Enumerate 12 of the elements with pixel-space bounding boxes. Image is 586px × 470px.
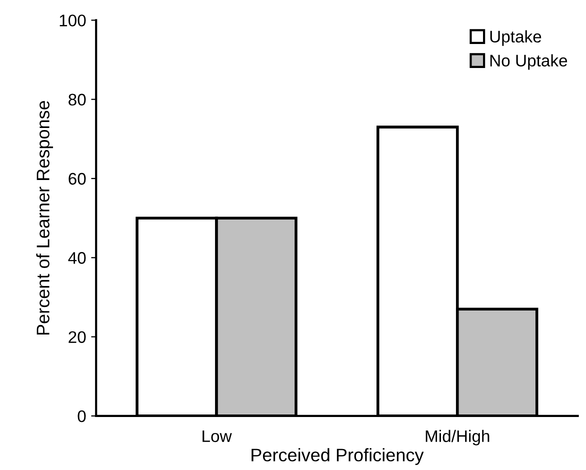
y-tick-label: 80 (68, 94, 86, 106)
x-tick-label: Low (202, 430, 232, 442)
x-tick-label: Mid/High (426, 430, 490, 446)
y-tick-label: 0 (78, 410, 86, 422)
y-tick-label: 60 (68, 172, 86, 185)
y-tick-label: 100 (60, 14, 86, 26)
legend-label: No Uptake (490, 54, 568, 70)
y-axis-title: Percent of Learner Response (36, 100, 54, 335)
y-tick-label: 40 (68, 252, 86, 264)
y-tick-label: 20 (68, 331, 86, 344)
x-axis-title: Perceived Proficiency (252, 448, 424, 465)
legend-label: Uptake (490, 30, 542, 46)
